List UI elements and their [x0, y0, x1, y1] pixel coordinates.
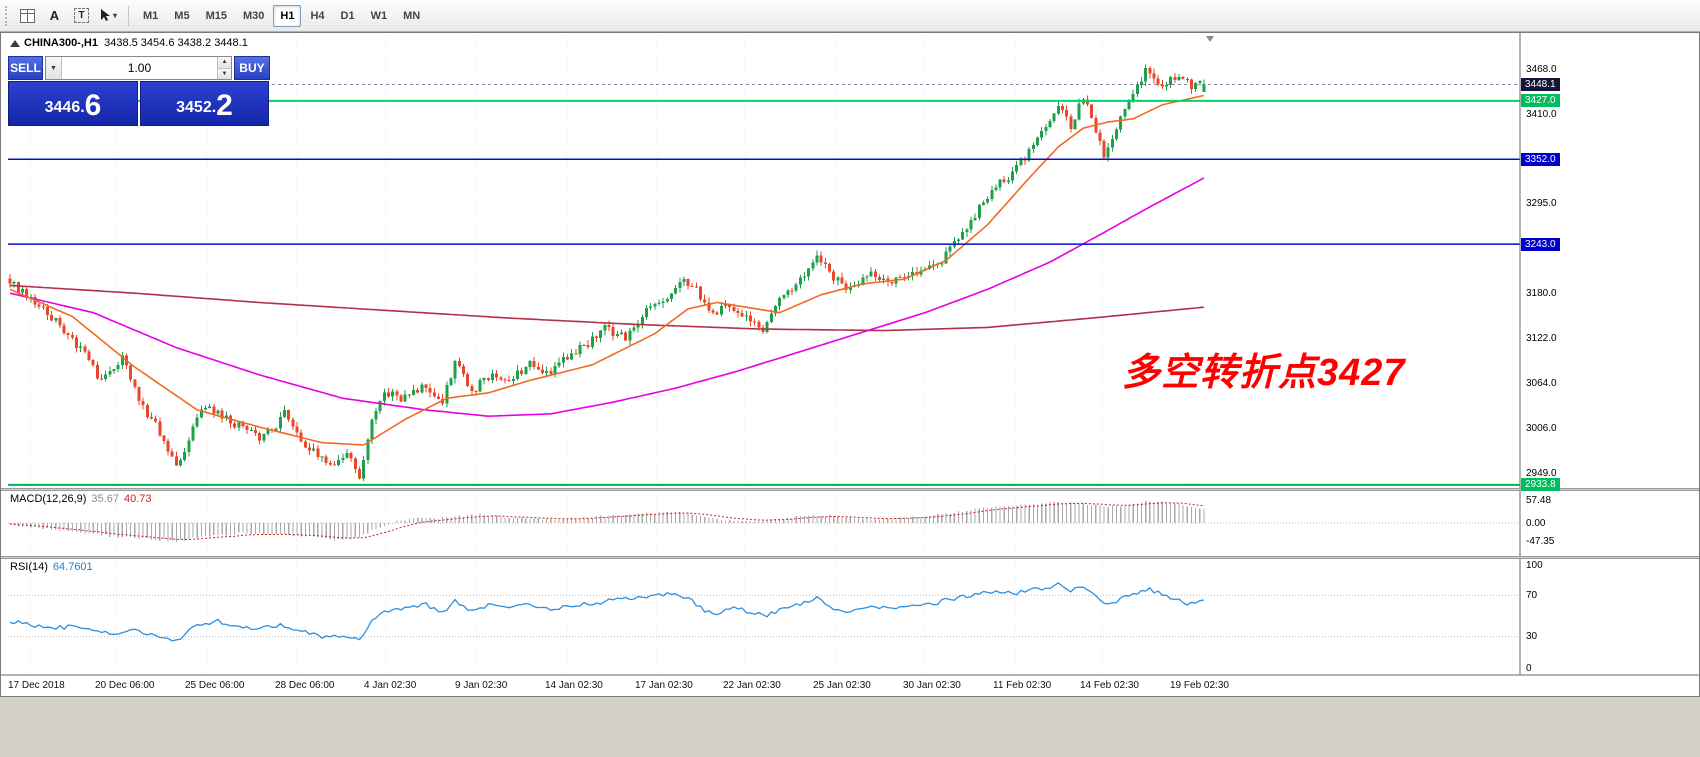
text-label-icon[interactable]: T	[68, 4, 95, 28]
workspace-background	[0, 697, 1700, 757]
time-axis-label: 11 Feb 02:30	[993, 680, 1052, 691]
volume-spinner: ▲ ▼	[216, 57, 231, 79]
time-axis-label: 30 Jan 02:30	[903, 680, 961, 691]
chart-text-annotation[interactable]: 多空转折点3427	[1122, 352, 1406, 394]
price-axis-label: 3468.0	[1526, 63, 1557, 75]
buy-button[interactable]: BUY	[233, 56, 270, 80]
timeframe-button-mn[interactable]: MN	[403, 9, 421, 22]
price-axis-label: 3427.0	[1521, 94, 1560, 108]
insert-text-icon[interactable]: A	[41, 4, 68, 28]
timeframe-button-m1[interactable]: M1	[143, 9, 159, 22]
timeframe-group: M1 M5 M15 M30 H1 H4 D1 W1 MN	[135, 4, 428, 27]
price-axis-label: 3243.0	[1521, 237, 1560, 251]
timeframe-button-m15[interactable]: M15	[205, 9, 227, 22]
time-axis-label: 17 Dec 2018	[8, 680, 65, 691]
toolbar: A T ▾ M1 M5 M15 M30 H1 H4 D1 W1 MN	[0, 0, 1700, 32]
time-axis-label: 28 Dec 06:00	[275, 680, 335, 691]
price-axis-label: 3180.0	[1526, 287, 1557, 299]
timeframe-button-w1[interactable]: W1	[370, 9, 388, 22]
time-axis-label: 17 Jan 02:30	[635, 680, 693, 691]
time-axis-label: 14 Feb 02:30	[1080, 680, 1139, 691]
one-click-trading-widget: SELL ▼ ▲ ▼ BUY 3446.6 3452.2	[8, 56, 270, 126]
time-axis-label: 22 Jan 02:30	[723, 680, 781, 691]
new-order-icon[interactable]	[14, 4, 41, 28]
timeframe-button-h4[interactable]: H4	[310, 9, 325, 22]
toolbar-separator	[128, 5, 129, 26]
price-axis-label: 3295.0	[1526, 198, 1557, 210]
price-axis-label: 3448.1	[1521, 77, 1560, 91]
letter-t-icon: T	[74, 8, 89, 23]
time-axis-label: 25 Jan 02:30	[813, 680, 871, 691]
timeframe-button-d1[interactable]: D1	[340, 9, 355, 22]
time-axis-label: 25 Dec 06:00	[185, 680, 245, 691]
timeframe-button-m30[interactable]: M30	[242, 9, 265, 22]
volume-input[interactable]	[61, 57, 217, 79]
toolbar-gripper[interactable]	[5, 5, 9, 26]
cursor-icon	[100, 9, 110, 21]
price-axis-label: 2949.0	[1526, 467, 1557, 479]
draw-tools-icon[interactable]: ▾	[95, 4, 122, 28]
sell-price-big-digit: 6	[84, 89, 102, 122]
time-axis-label: 9 Jan 02:30	[455, 680, 508, 691]
volume-box: ▼ ▲ ▼	[44, 56, 232, 80]
volume-dropdown-button[interactable]: ▼	[45, 57, 62, 79]
buy-price-big-digit: 2	[216, 89, 233, 122]
buy-button-label: BUY	[239, 61, 265, 75]
sell-button-label: SELL	[10, 61, 41, 75]
time-axis-label: 14 Jan 02:30	[545, 680, 603, 691]
price-axis-label: 3410.0	[1526, 108, 1557, 120]
price-axis-label: 3064.0	[1526, 377, 1557, 389]
timeframe-button-h1[interactable]: H1	[273, 4, 302, 27]
sell-button[interactable]: SELL	[8, 56, 43, 80]
price-axis-label: 2933.8	[1521, 478, 1560, 492]
time-axis-label: 19 Feb 02:30	[1170, 680, 1229, 691]
volume-up-button[interactable]: ▲	[217, 57, 231, 69]
timeframe-button-m5[interactable]: M5	[174, 9, 190, 22]
price-axis-label: 3006.0	[1526, 423, 1557, 435]
chart-window[interactable]	[0, 32, 1700, 697]
volume-down-button[interactable]: ▼	[217, 68, 231, 79]
buy-price-main: 3452.	[176, 99, 217, 116]
sell-price-display[interactable]: 3446. 6	[8, 81, 138, 126]
buy-price-display[interactable]: 3452. 2	[140, 81, 269, 126]
time-axis-label: 20 Dec 06:00	[95, 680, 155, 691]
sell-price-main: 3446.	[44, 99, 85, 116]
chevron-down-icon: ▾	[112, 11, 117, 20]
price-axis-label: 3122.0	[1526, 332, 1557, 344]
grid-icon	[20, 8, 35, 23]
price-axis-label: 3352.0	[1521, 152, 1560, 166]
time-axis-label: 4 Jan 02:30	[364, 680, 417, 691]
letter-a-icon: A	[49, 8, 60, 23]
